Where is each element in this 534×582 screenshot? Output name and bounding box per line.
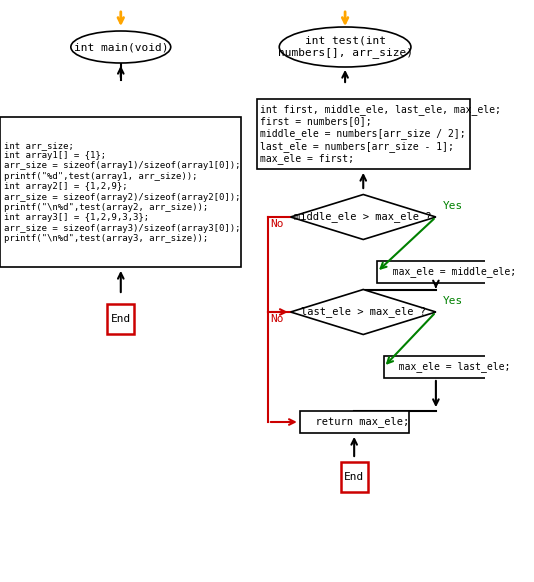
Text: int arr_size;
int array1[] = {1};
arr_size = sizeof(array1)/sizeof(array1[0]);
p: int arr_size; int array1[] = {1}; arr_si…	[4, 141, 241, 243]
Text: int first, middle_ele, last_ele, max_ele;
first = numbers[0];
middle_ele = numbe: int first, middle_ele, last_ele, max_ele…	[260, 104, 501, 164]
FancyBboxPatch shape	[341, 462, 368, 492]
Text: End: End	[344, 472, 364, 482]
Text: last_ele > max_ele ?: last_ele > max_ele ?	[301, 307, 426, 317]
Text: int test(int
numbers[], arr_size): int test(int numbers[], arr_size)	[278, 36, 413, 58]
Text: max_ele = middle_ele;: max_ele = middle_ele;	[381, 267, 516, 278]
Text: int main(void): int main(void)	[74, 42, 168, 52]
FancyBboxPatch shape	[377, 261, 495, 283]
Text: return max_ele;: return max_ele;	[303, 417, 410, 427]
Text: max_ele = last_ele;: max_ele = last_ele;	[387, 361, 511, 372]
FancyBboxPatch shape	[300, 411, 409, 433]
Ellipse shape	[279, 27, 411, 67]
FancyBboxPatch shape	[384, 356, 488, 378]
Text: No: No	[271, 219, 284, 229]
FancyBboxPatch shape	[107, 304, 135, 334]
Text: Yes: Yes	[443, 296, 464, 306]
Text: middle_ele > max_ele ?: middle_ele > max_ele ?	[294, 211, 432, 222]
Polygon shape	[290, 194, 436, 240]
Ellipse shape	[71, 31, 171, 63]
Polygon shape	[290, 289, 436, 335]
FancyBboxPatch shape	[1, 117, 241, 267]
FancyBboxPatch shape	[256, 99, 470, 169]
Text: End: End	[111, 314, 131, 324]
Text: Yes: Yes	[443, 201, 464, 211]
Text: No: No	[271, 314, 284, 324]
